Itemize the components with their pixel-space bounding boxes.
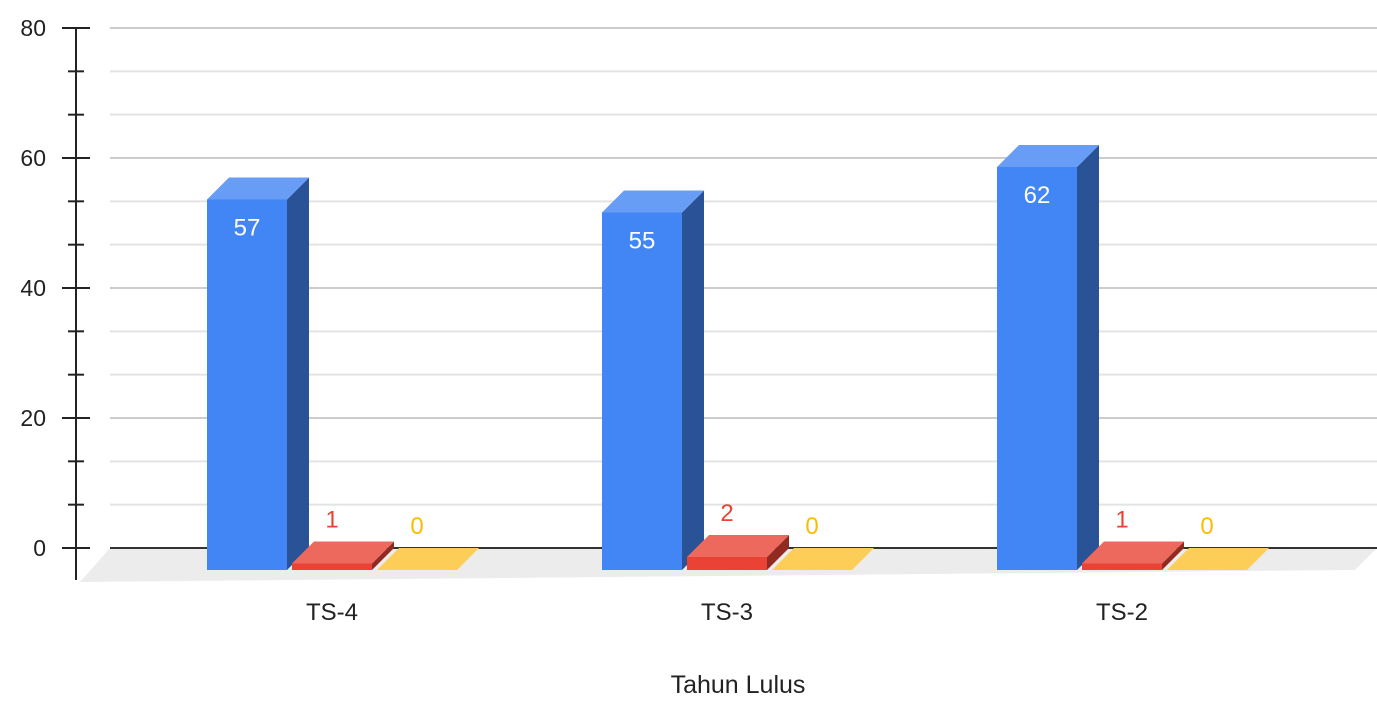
data-label: 0 — [805, 513, 818, 540]
bar-side — [682, 191, 704, 571]
bar-front — [602, 213, 682, 571]
data-label: 55 — [629, 228, 656, 255]
data-label: 2 — [720, 500, 733, 527]
y-axis: 0 20 40 60 80 — [20, 15, 90, 580]
y-axis-tick-label: 40 — [20, 275, 46, 301]
data-label: 1 — [325, 507, 338, 534]
x-axis-title: Tahun Lulus — [671, 671, 806, 699]
y-axis-tick-label: 60 — [20, 145, 46, 171]
bar-front — [207, 200, 287, 571]
bar-side — [1077, 145, 1099, 570]
y-axis-tick-label: 80 — [20, 15, 46, 41]
bar-front — [997, 167, 1077, 570]
x-axis-category-label: TS-4 — [306, 599, 358, 626]
bar-front — [292, 564, 372, 571]
y-axis-tick-label: 0 — [33, 535, 46, 561]
data-label: 0 — [1200, 513, 1213, 540]
bar-side — [287, 178, 309, 571]
x-axis-categories: TS-4 TS-3 TS-2 — [306, 599, 1148, 626]
y-axis-tick-label: 20 — [20, 405, 46, 431]
data-label: 1 — [1115, 507, 1128, 534]
x-axis-category-label: TS-3 — [701, 599, 753, 626]
x-axis-category-label: TS-2 — [1096, 599, 1148, 626]
bar-front — [1082, 564, 1162, 571]
bars — [207, 145, 1269, 570]
data-label: 0 — [410, 513, 423, 540]
data-label: 57 — [234, 215, 261, 242]
data-label: 62 — [1024, 182, 1051, 209]
bar-front — [687, 557, 767, 570]
